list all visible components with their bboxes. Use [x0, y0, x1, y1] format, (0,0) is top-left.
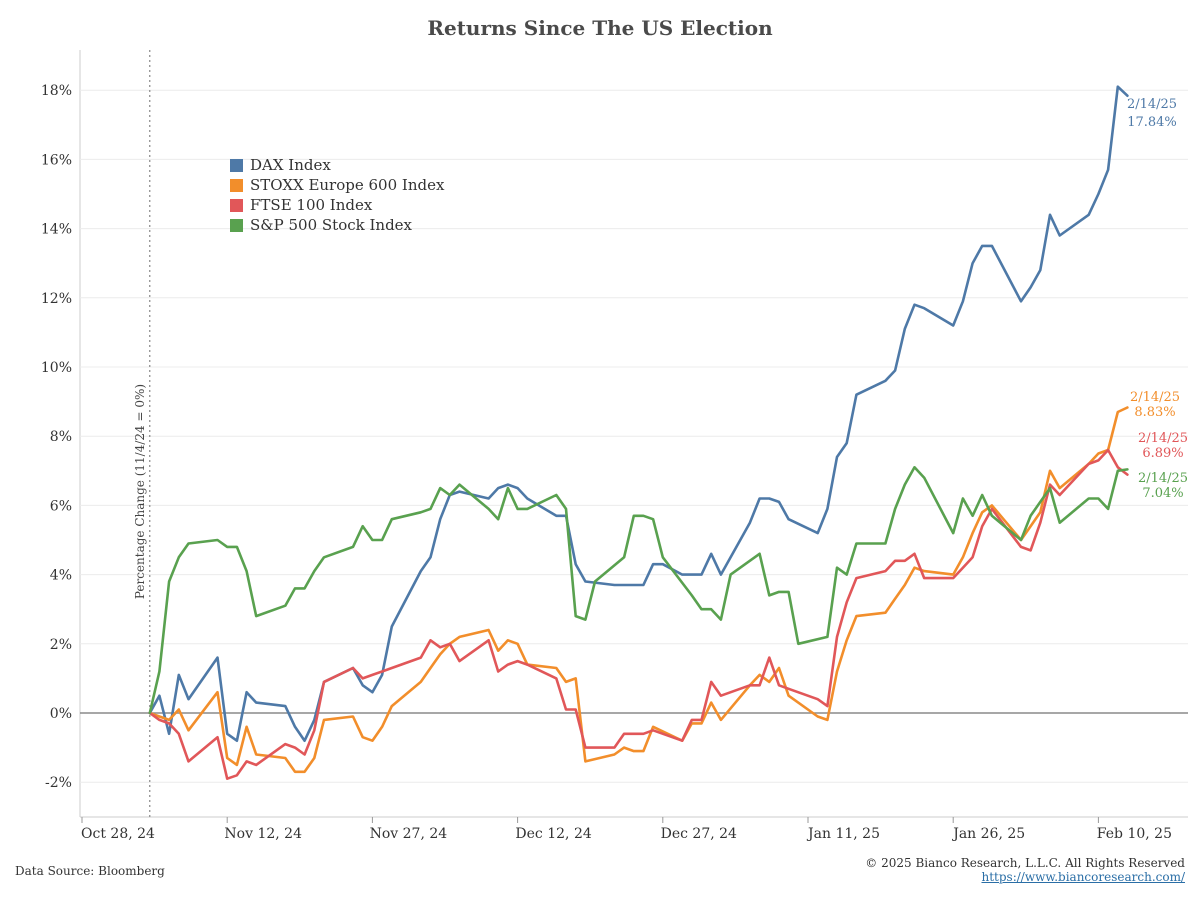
y-tick-label: 16% [41, 152, 72, 168]
series-line-stoxx [148, 406, 1129, 774]
x-tick-label: Jan 11, 25 [806, 826, 880, 842]
legend-swatch-dax [230, 158, 243, 172]
y-tick-label: 8% [50, 429, 72, 445]
x-tick-label: Nov 12, 24 [224, 826, 302, 842]
series-line-dax [148, 85, 1129, 743]
legend-item-stoxx: STOXX Europe 600 Index [230, 175, 444, 195]
legend-label-stoxx: STOXX Europe 600 Index [250, 176, 445, 194]
website-link[interactable]: https://www.biancoresearch.com/ [981, 870, 1185, 884]
x-tick-label: Jan 26, 25 [951, 826, 1025, 842]
y-tick-label: 6% [50, 498, 72, 514]
copyright-text: © 2025 Bianco Research, L.L.C. All Right… [865, 856, 1185, 870]
y-tick-label: 4% [50, 568, 72, 584]
legend-label-dax: DAX Index [250, 156, 331, 174]
x-tick-label: Oct 28, 24 [81, 826, 155, 842]
legend-item-sp500: S&P 500 Stock Index [230, 215, 444, 235]
chart-legend: DAX Index STOXX Europe 600 Index FTSE 10… [230, 155, 444, 235]
legend-swatch-ftse [230, 198, 243, 212]
y-tick-label: 14% [41, 222, 72, 238]
series-line-ftse [148, 448, 1129, 781]
x-tick-label: Nov 27, 24 [370, 826, 448, 842]
legend-item-ftse: FTSE 100 Index [230, 195, 444, 215]
series-line-sp500 [148, 465, 1129, 715]
end-value-label-sp500: 7.04% [1142, 486, 1183, 501]
legend-swatch-stoxx [230, 178, 243, 192]
end-date-label-ftse: 2/14/25 [1138, 431, 1188, 446]
x-tick-label: Feb 10, 25 [1097, 826, 1172, 842]
y-tick-label: 18% [41, 83, 72, 99]
x-tick-label: Dec 27, 24 [661, 826, 737, 842]
chart-title: Returns Since The US Election [427, 16, 773, 40]
legend-label-sp500: S&P 500 Stock Index [250, 216, 413, 234]
y-axis-label: Percentage Change (11/4/24 = 0%) [133, 384, 147, 599]
data-source: Data Source: Bloomberg [15, 864, 165, 878]
y-tick-label: 2% [50, 637, 72, 653]
legend-swatch-sp500 [230, 218, 243, 232]
y-tick-label: -2% [45, 775, 72, 791]
legend-label-ftse: FTSE 100 Index [250, 196, 373, 214]
end-value-label-stoxx: 8.83% [1134, 405, 1175, 420]
y-tick-label: 0% [50, 706, 72, 722]
copyright-block: © 2025 Bianco Research, L.L.C. All Right… [865, 856, 1185, 884]
y-tick-label: 12% [41, 291, 72, 307]
end-date-label-stoxx: 2/14/25 [1130, 390, 1180, 405]
end-date-label-dax: 2/14/25 [1127, 97, 1177, 112]
x-tick-label: Dec 12, 24 [515, 826, 591, 842]
y-tick-label: 10% [41, 360, 72, 376]
end-value-label-ftse: 6.89% [1142, 446, 1183, 461]
legend-item-dax: DAX Index [230, 155, 444, 175]
end-date-label-sp500: 2/14/25 [1138, 471, 1188, 486]
end-value-label-dax: 17.84% [1127, 115, 1177, 130]
